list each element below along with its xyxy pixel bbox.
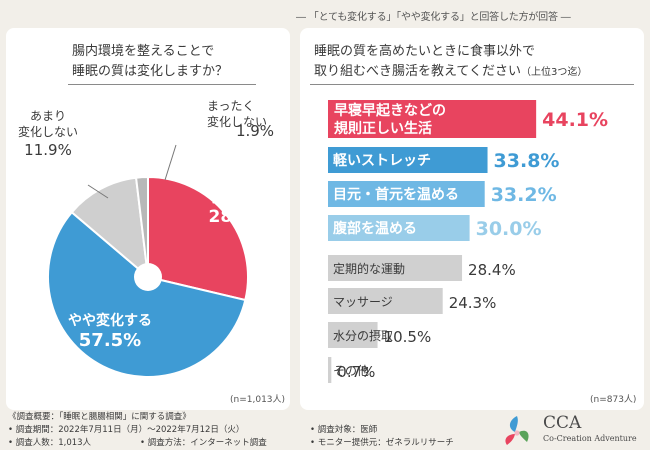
right-question-line-2: 取り組むべき腸活を教えてください	[314, 64, 521, 79]
pie-slice-3	[134, 175, 149, 278]
bar-3	[328, 215, 470, 241]
pie-slice-2	[70, 176, 150, 280]
pie-value-0: 28.7%	[209, 207, 268, 227]
bar-label-0-1: 規則正しい生活	[334, 120, 432, 137]
right-panel: 睡眠の質を高めたいときに食事以外で 取り組むべき腸活を教えてください（上位3つ迄…	[300, 28, 644, 410]
right-question-note: （上位3つ迄）	[520, 67, 588, 78]
cca-logo: CCA Co-Creation Adventure	[497, 412, 647, 448]
bar-value-2: 33.2%	[491, 184, 557, 206]
bar-7	[328, 357, 332, 383]
right-question-underline	[310, 84, 634, 85]
right-question: 睡眠の質を高めたいときに食事以外で 取り組むべき腸活を教えてください（上位3つ迄…	[314, 42, 587, 83]
logo-name: CCA	[543, 413, 582, 433]
footer-target: • 調査対象：医師	[310, 425, 378, 435]
pie-label-0-1: 変化する	[212, 190, 264, 206]
left-respondent-count: (n=1,013人)	[230, 395, 286, 405]
pie-label-3-0: まったく	[207, 99, 255, 113]
bar-label-6: 水分の摂取	[333, 328, 393, 343]
bar-label-1: 軽いストレッチ	[333, 152, 431, 169]
left-question-line-1: 腸内環境を整えることで	[72, 44, 215, 59]
footer-period: • 調査期間：2022年7月11日（月）〜2022年7月12日（火）	[8, 425, 245, 435]
bar-value-4: 28.4%	[468, 261, 516, 279]
bar-5	[328, 288, 443, 314]
pie-label-2-1: 変化しない	[18, 124, 78, 139]
pie-value-2: 11.9%	[24, 141, 72, 159]
footer-people: • 調査人数：1,013人	[8, 438, 92, 448]
pie-label-0-0: とても	[219, 174, 257, 189]
pie-leader-line-medium	[87, 184, 109, 199]
pie-value-3: 1.9%	[236, 122, 274, 140]
header-note: ― 「とても変化する」「やや変化する」と回答した方が回答 ―	[296, 12, 571, 23]
bar-label-7: その他	[333, 364, 369, 378]
pie-label-3-1: 変化しない	[207, 114, 267, 129]
pie-label-2-0: あまり	[30, 109, 66, 123]
pie-slice-0	[147, 175, 249, 302]
footer-provider: • モニター提供元：ゼネラルリサーチ	[310, 438, 454, 448]
pie-leader-line-small	[164, 144, 177, 181]
bar-label-4: 定期的な運動	[333, 261, 405, 276]
footer-method: • 調査方法：インターネット調査	[140, 438, 267, 448]
bar-label-0-0: 早寝早起きなどの	[334, 102, 446, 119]
left-question-line-2: 睡眠の質は変化しますか？	[72, 64, 229, 79]
bar-value-6: 10.5%	[384, 328, 432, 346]
bar-value-3: 30.0%	[476, 218, 542, 240]
bar-1	[328, 147, 488, 173]
right-question-line-1: 睡眠の質を高めたいときに食事以外で	[314, 44, 536, 59]
logo-subtitle: Co-Creation Adventure	[543, 434, 637, 443]
bar-0	[328, 100, 537, 138]
bar-value-5: 24.3%	[449, 294, 497, 312]
footer-summary: 《調査概要：「睡眠と腸腸相関」に関する調査》	[8, 412, 191, 422]
bar-value-0: 44.1%	[542, 109, 608, 131]
cca-logo-icon	[505, 416, 529, 445]
pie-center-hole	[134, 263, 162, 291]
bar-6	[328, 322, 378, 348]
bar-value-7: 0.7%	[337, 363, 375, 381]
pie-slice-1	[47, 210, 247, 378]
bar-label-5: マッサージ	[333, 295, 393, 309]
bar-value-1: 33.8%	[494, 150, 560, 172]
pie-chart: とても変化する28.7%やや変化する57.5%あまり変化しない11.9%まったく…	[18, 99, 274, 378]
bar-2	[328, 181, 485, 207]
pie-value-1: 57.5%	[79, 330, 141, 351]
left-question-underline	[68, 84, 256, 85]
pie-label-1-0: やや変化する	[68, 312, 152, 329]
left-question: 腸内環境を整えることで 睡眠の質は変化しますか？	[72, 42, 228, 82]
right-respondent-count: (n=873人)	[590, 395, 637, 405]
bar-4	[328, 255, 463, 281]
bar-label-2: 目元・首元を温める	[333, 186, 459, 203]
bar-label-3: 腹部を温める	[333, 220, 417, 237]
